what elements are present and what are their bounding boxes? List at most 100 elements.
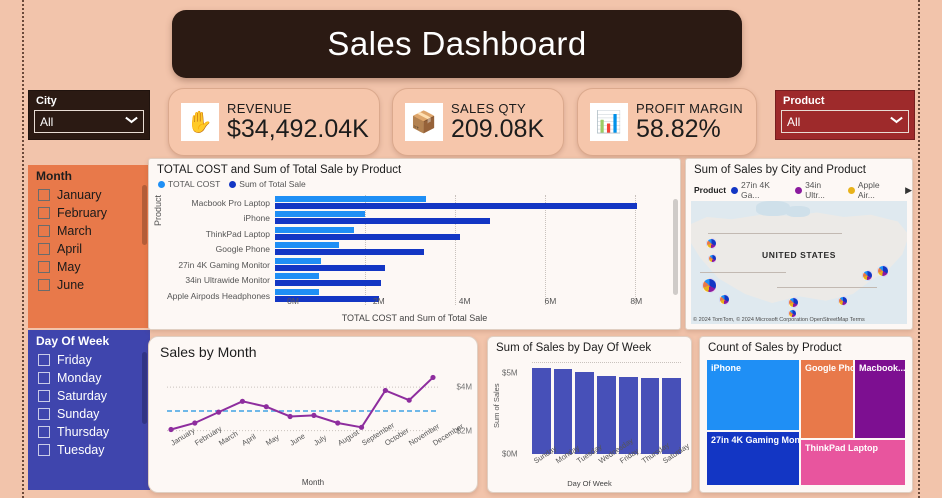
- column-bar[interactable]: [553, 368, 573, 454]
- legend-item[interactable]: Sum of Total Sale: [229, 179, 306, 189]
- treemap-tile[interactable]: Macbook...: [854, 359, 906, 439]
- bar-segment[interactable]: [275, 280, 381, 286]
- legend-item[interactable]: TOTAL COST: [158, 179, 220, 189]
- line-chart-data-point[interactable]: [216, 409, 222, 415]
- bar-chart-legend[interactable]: TOTAL COST Sum of Total Sale: [149, 176, 680, 189]
- slicer-city[interactable]: City All: [28, 90, 150, 140]
- map-legend[interactable]: Product 27in 4K Ga... 34in Ultr... Apple Ai…: [686, 176, 912, 202]
- bar-chart-row[interactable]: Apple Airpods Headphones: [167, 288, 662, 303]
- slicer-dow-scrollbar[interactable]: [142, 352, 147, 424]
- bar-segment[interactable]: [275, 257, 321, 264]
- checkbox-unchecked-icon[interactable]: [38, 243, 50, 255]
- bar-segment[interactable]: [275, 233, 461, 240]
- line-chart-data-point[interactable]: [358, 424, 365, 430]
- map-legend-item[interactable]: Apple Air...: [847, 180, 898, 200]
- chart-total-cost-sale-by-product[interactable]: TOTAL COST and Sum of Total Sale by Prod…: [148, 158, 681, 330]
- slicer-dow-item-monday[interactable]: Monday: [28, 369, 150, 387]
- slicer-month-item-june[interactable]: June: [28, 276, 150, 294]
- slicer-dow-item-friday[interactable]: Friday: [28, 351, 150, 369]
- bar-chart-row[interactable]: 34in Ultrawide Monitor: [167, 273, 662, 288]
- map-bubble[interactable]: [788, 296, 800, 308]
- bar-segment[interactable]: [275, 273, 320, 279]
- line-chart-data-point[interactable]: [311, 412, 317, 418]
- checkbox-unchecked-icon[interactable]: [38, 372, 50, 384]
- slicer-month-item-april[interactable]: April: [28, 240, 150, 258]
- chart-sales-by-day-of-week[interactable]: Sum of Sales by Day Of Week Sum of Sales…: [487, 336, 692, 493]
- bar-segment[interactable]: [275, 249, 425, 255]
- map-legend-item[interactable]: 34in Ultr...: [795, 180, 843, 200]
- bar-chart-row[interactable]: iPhone: [167, 211, 662, 226]
- column-bar[interactable]: [532, 367, 551, 454]
- slicer-dow-item-saturday[interactable]: Saturday: [28, 387, 150, 405]
- treemap-tile[interactable]: 27in 4K Gaming Monit...: [706, 431, 800, 486]
- line-chart-data-point[interactable]: [239, 398, 246, 404]
- line-chart-data-point[interactable]: [406, 397, 412, 403]
- slicer-month-item-january[interactable]: January: [28, 186, 150, 204]
- bar-segment[interactable]: [275, 202, 638, 209]
- bar-chart-row[interactable]: Macbook Pro Laptop: [167, 195, 662, 210]
- checkbox-unchecked-icon[interactable]: [38, 189, 50, 201]
- bar-chart-row[interactable]: ThinkPad Laptop: [167, 226, 662, 241]
- bar-segment[interactable]: [275, 242, 339, 248]
- column-bar[interactable]: [575, 371, 595, 454]
- checkbox-unchecked-icon[interactable]: [38, 261, 50, 273]
- bar-segment[interactable]: [275, 211, 365, 217]
- treemap-tile[interactable]: ThinkPad Laptop: [800, 439, 906, 486]
- map-bubble[interactable]: [861, 269, 873, 281]
- bar-chart-row[interactable]: 27in 4K Gaming Monitor: [167, 257, 662, 272]
- slicer-month[interactable]: Month January February March April May June: [28, 165, 150, 328]
- line-chart-data-point[interactable]: [335, 420, 341, 426]
- bar-chart-row[interactable]: Google Phone: [167, 242, 662, 257]
- slicer-month-item-march[interactable]: March: [28, 222, 150, 240]
- bar-segment[interactable]: [275, 195, 426, 202]
- column-bar[interactable]: [618, 376, 638, 454]
- slicer-month-item-february[interactable]: February: [28, 204, 150, 222]
- treemap-tile[interactable]: iPhone: [706, 359, 800, 432]
- bar-segment[interactable]: [275, 288, 319, 295]
- map-bubble[interactable]: [701, 278, 717, 294]
- slicer-city-dropdown[interactable]: All: [34, 110, 144, 133]
- treemap-count-of-sales-by-product[interactable]: Count of Sales by Product iPhone 27in 4K …: [699, 336, 913, 493]
- bar-chart-scrollbar[interactable]: [673, 199, 678, 295]
- chevron-right-icon[interactable]: ▶: [905, 184, 912, 195]
- map-sales-by-city-product[interactable]: Sum of Sales by City and Product Product…: [685, 158, 913, 330]
- slicer-product[interactable]: Product All: [775, 90, 915, 140]
- map-surface[interactable]: UNITED STATES © 2024 TomTom, © 2024 Micr…: [691, 201, 907, 324]
- map-bubble[interactable]: [719, 294, 731, 306]
- line-chart-data-point[interactable]: [168, 426, 174, 433]
- line-chart-data-point[interactable]: [192, 420, 198, 426]
- line-chart-data-point[interactable]: [287, 413, 293, 420]
- line-chart-data-point[interactable]: [430, 374, 436, 381]
- slicer-dow-item-tuesday[interactable]: Tuesday: [28, 441, 150, 459]
- checkbox-unchecked-icon[interactable]: [38, 279, 50, 291]
- map-bubble[interactable]: [706, 237, 718, 249]
- column-bar[interactable]: [662, 377, 682, 454]
- column-bar[interactable]: [640, 377, 660, 454]
- map-legend-item[interactable]: 27in 4K Ga...: [731, 180, 790, 200]
- column-bar[interactable]: [597, 375, 616, 454]
- chart-sales-by-month[interactable]: Sales by Month $2M $4M January February Mar…: [148, 336, 478, 493]
- map-bubble[interactable]: [708, 253, 718, 263]
- checkbox-unchecked-icon[interactable]: [38, 207, 50, 219]
- treemap-tile[interactable]: Google Pho...: [800, 359, 854, 439]
- slicer-dow-item-sunday[interactable]: Sunday: [28, 405, 150, 423]
- checkbox-unchecked-icon[interactable]: [38, 354, 50, 366]
- bar-segment[interactable]: [275, 226, 354, 233]
- slicer-product-dropdown[interactable]: All: [781, 110, 909, 133]
- bar-segment[interactable]: [275, 295, 380, 302]
- map-bubble[interactable]: [876, 264, 889, 277]
- map-bubble[interactable]: [788, 309, 798, 319]
- checkbox-unchecked-icon[interactable]: [38, 390, 50, 402]
- checkbox-unchecked-icon[interactable]: [38, 408, 50, 420]
- checkbox-unchecked-icon[interactable]: [38, 225, 50, 237]
- checkbox-unchecked-icon[interactable]: [38, 444, 50, 456]
- slicer-month-scrollbar[interactable]: [142, 185, 147, 245]
- checkbox-unchecked-icon[interactable]: [38, 426, 50, 438]
- bar-segment[interactable]: [275, 218, 491, 224]
- slicer-month-item-may[interactable]: May: [28, 258, 150, 276]
- line-chart-data-point[interactable]: [263, 404, 269, 410]
- bar-segment[interactable]: [275, 264, 386, 271]
- line-chart-data-point[interactable]: [382, 387, 388, 394]
- slicer-day-of-week[interactable]: Day Of Week Friday Monday Saturday Sunday Th…: [28, 330, 150, 490]
- map-bubble[interactable]: [837, 295, 848, 306]
